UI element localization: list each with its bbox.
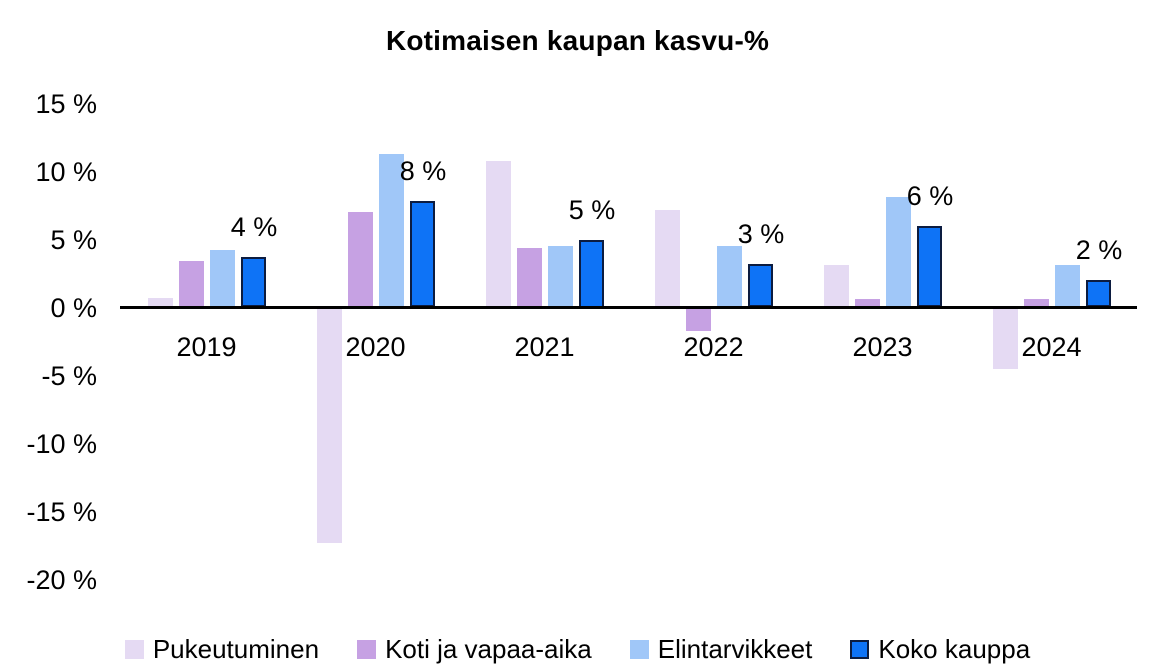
value-label-2019: 4 % — [230, 212, 278, 243]
y-axis-tick-label: 0 % — [50, 292, 97, 323]
legend-item-koko-kauppa: Koko kauppa — [850, 635, 1030, 663]
value-label-2024: 2 % — [1075, 235, 1123, 266]
y-axis-tick-label: 5 % — [50, 224, 97, 255]
bar-2019-koti-ja-vapaa-aika — [178, 261, 204, 308]
bar-2022-elintarvikkeet — [717, 246, 743, 308]
bar-2023-koti-ja-vapaa-aika — [854, 299, 880, 308]
x-axis-label-2022: 2022 — [683, 332, 744, 362]
y-axis-tick-label: -15 % — [26, 496, 97, 527]
bar-2024-elintarvikkeet — [1055, 265, 1081, 308]
legend-label-pukeutuminen: Pukeutuminen — [152, 634, 320, 664]
value-label-2022: 3 % — [737, 218, 785, 249]
bar-2020-pukeutuminen — [316, 307, 342, 543]
legend-item-elintarvikkeet: Elintarvikkeet — [629, 634, 813, 664]
bar-2023-koko-kauppa — [917, 225, 943, 308]
bar-2022-koko-kauppa — [748, 263, 774, 308]
bar-2019-pukeutuminen — [147, 297, 173, 308]
bar-2021-koti-ja-vapaa-aika — [516, 247, 542, 308]
legend-item-koti-ja-vapaa-aika: Koti ja vapaa-aika — [357, 635, 592, 663]
chart-title: Kotimaisen kaupan kasvu-% — [385, 25, 770, 56]
bar-2019-koko-kauppa — [241, 257, 267, 308]
x-axis-label-2021: 2021 — [514, 332, 575, 362]
bar-2023-elintarvikkeet — [886, 197, 912, 308]
bar-2021-elintarvikkeet — [548, 246, 574, 308]
bar-2022-koti-ja-vapaa-aika — [685, 307, 711, 331]
legend-item-pukeutuminen: Pukeutuminen — [124, 634, 320, 664]
x-axis-label-2023: 2023 — [852, 332, 913, 362]
value-label-2020: 8 % — [399, 156, 447, 187]
bar-2021-pukeutuminen — [485, 160, 511, 308]
bar-2024-koti-ja-vapaa-aika — [1023, 299, 1049, 308]
bar-2019-elintarvikkeet — [210, 250, 236, 308]
legend-swatch-pukeutuminen — [124, 639, 144, 659]
bar-2021-koko-kauppa — [579, 239, 605, 308]
y-axis-tick-label: 15 % — [35, 88, 97, 119]
bar-2024-pukeutuminen — [992, 307, 1018, 369]
bar-2020-koko-kauppa — [410, 201, 436, 308]
bar-2024-koko-kauppa — [1086, 280, 1112, 308]
plot-area: 15 % 10 % 5 % 0 % -5 % -10 % -15 % -20 % 2019 202… — [26, 88, 1137, 595]
x-axis-line — [120, 306, 1137, 309]
value-label-2021: 5 % — [568, 194, 616, 225]
chart-legend: Pukeutuminen Koti ja vapaa-aika Elintarvik… — [0, 635, 1155, 663]
y-axis-tick-label: 10 % — [35, 156, 97, 187]
bar-2023-pukeutuminen — [823, 265, 849, 308]
legend-swatch-koti-ja-vapaa-aika — [357, 639, 377, 659]
value-label-2023: 6 % — [906, 180, 954, 211]
x-axis-label-2019: 2019 — [176, 332, 237, 362]
legend-label-koko-kauppa: Koko kauppa — [878, 634, 1031, 664]
legend-label-koti-ja-vapaa-aika: Koti ja vapaa-aika — [385, 634, 592, 664]
y-axis-tick-label: -20 % — [26, 564, 97, 595]
legend-swatch-elintarvikkeet — [629, 639, 649, 659]
legend-swatch-koko-kauppa — [850, 639, 870, 659]
bar-2022-pukeutuminen — [654, 209, 680, 308]
bar-2020-koti-ja-vapaa-aika — [347, 212, 373, 308]
x-axis-label-2024: 2024 — [1021, 332, 1082, 362]
legend-label-elintarvikkeet: Elintarvikkeet — [657, 634, 813, 664]
x-axis-label-2020: 2020 — [345, 332, 406, 362]
y-axis-tick-label: -5 % — [41, 360, 97, 391]
bar-2020-elintarvikkeet — [379, 153, 405, 308]
y-axis-tick-label: -10 % — [26, 428, 97, 459]
